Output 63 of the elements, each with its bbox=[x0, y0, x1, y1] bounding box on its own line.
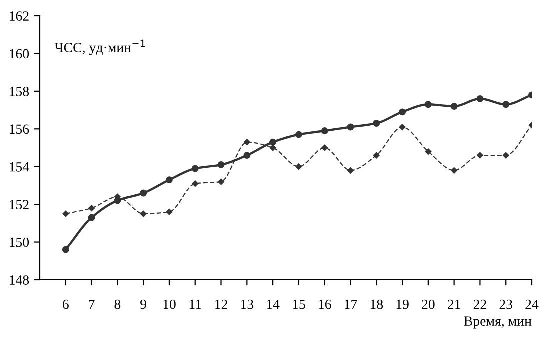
point bbox=[192, 180, 199, 187]
y-tick-label: 152 bbox=[10, 200, 29, 210]
point bbox=[62, 210, 70, 218]
point bbox=[450, 103, 458, 110]
x-tick-label: 12 bbox=[216, 300, 228, 310]
y-tick-label: 160 bbox=[10, 49, 30, 59]
point bbox=[192, 165, 199, 172]
x-tick-label: 24 bbox=[526, 300, 539, 310]
point bbox=[244, 139, 250, 146]
point bbox=[451, 167, 458, 174]
point bbox=[296, 164, 302, 170]
point bbox=[348, 167, 354, 174]
point bbox=[373, 152, 380, 159]
point bbox=[373, 120, 380, 127]
x-tick-label: 8 bbox=[114, 300, 121, 310]
x-tick-label: 9 bbox=[140, 300, 146, 310]
point bbox=[270, 144, 276, 152]
point bbox=[399, 108, 406, 116]
x-tick-label: 6 bbox=[63, 300, 69, 310]
x-tick-label: 22 bbox=[474, 300, 486, 310]
point bbox=[425, 148, 432, 155]
x-axis-title: Время, мин bbox=[464, 316, 532, 329]
point bbox=[399, 124, 406, 130]
point bbox=[62, 246, 70, 254]
point bbox=[88, 205, 95, 212]
y-tick-label: 158 bbox=[10, 87, 30, 96]
point bbox=[218, 178, 224, 186]
x-tick-label: 14 bbox=[267, 300, 280, 310]
x-tick-label: 23 bbox=[500, 300, 513, 310]
y-tick-label: 154 bbox=[10, 162, 30, 172]
x-tick-label: 16 bbox=[319, 300, 332, 310]
x-tick-label: 10 bbox=[164, 300, 176, 310]
x-tick-label: 15 bbox=[293, 300, 306, 310]
point bbox=[502, 101, 510, 108]
x-tick-label: 19 bbox=[396, 300, 409, 310]
point bbox=[244, 152, 251, 160]
y-tick-label: 162 bbox=[10, 12, 29, 21]
x-tick-label: 18 bbox=[370, 300, 384, 310]
point bbox=[476, 96, 484, 102]
point bbox=[140, 190, 148, 197]
point bbox=[477, 152, 484, 159]
point bbox=[502, 152, 510, 159]
point bbox=[270, 138, 277, 146]
point bbox=[166, 208, 173, 216]
point bbox=[166, 176, 173, 184]
x-tick-label: 7 bbox=[89, 300, 95, 310]
point bbox=[140, 210, 147, 218]
y-tick-label: 148 bbox=[10, 276, 30, 285]
x-tick-label: 20 bbox=[422, 300, 435, 310]
y-axis-title: ЧСС, уд·мин$^{−1}$ bbox=[54, 40, 146, 56]
point bbox=[322, 144, 328, 152]
point bbox=[218, 162, 225, 168]
y-tick-label: 156 bbox=[10, 124, 30, 134]
point bbox=[321, 128, 328, 134]
x-tick-label: 13 bbox=[241, 300, 254, 310]
point bbox=[295, 131, 302, 138]
point bbox=[424, 101, 432, 108]
x-tick-label: 11 bbox=[190, 300, 202, 310]
x-tick-label: 21 bbox=[448, 300, 460, 310]
point bbox=[88, 214, 96, 222]
y-tick-label: 150 bbox=[10, 238, 30, 248]
point bbox=[347, 124, 354, 131]
x-tick-label: 17 bbox=[345, 300, 358, 310]
